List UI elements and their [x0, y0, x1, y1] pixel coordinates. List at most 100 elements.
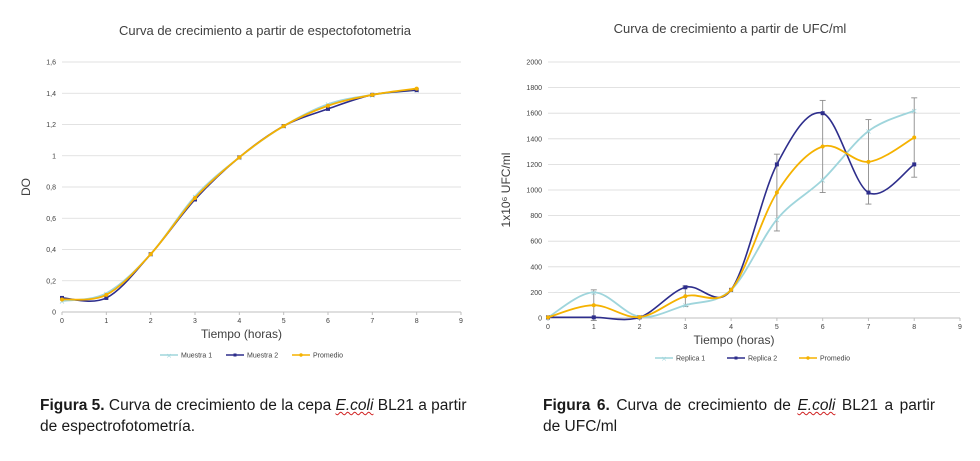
data-point: × — [774, 215, 781, 224]
data-point — [774, 190, 779, 195]
data-point — [866, 190, 871, 195]
figure-5-caption: Figura 5. Curva de crecimiento de la cep… — [40, 395, 480, 437]
chart-title: Curva de crecimiento a partir de UFC/ml — [614, 21, 847, 36]
legend-marker — [299, 353, 303, 357]
data-point — [637, 315, 642, 320]
figure-5-label: Figura 5. — [40, 397, 105, 414]
chart-1: Curva de crecimiento a partir de especto… — [19, 23, 463, 360]
y-tick-label: 600 — [530, 239, 542, 246]
data-point — [60, 297, 64, 302]
data-point — [237, 155, 242, 160]
data-point — [683, 294, 688, 299]
y-tick-label: 200 — [530, 290, 542, 297]
figure-6-caption: Figura 6. Curva de crecimiento de E.coli… — [543, 395, 935, 437]
figure-6-organism: E.coli — [797, 397, 836, 414]
legend-label: Replica 2 — [748, 356, 777, 363]
data-point: × — [682, 301, 689, 310]
x-tick-label: 4 — [729, 324, 733, 331]
data-point — [193, 195, 197, 200]
data-point: × — [865, 127, 872, 136]
series-line-2 — [548, 111, 915, 321]
x-tick-label: 3 — [683, 324, 687, 331]
legend-label: Muestra 2 — [247, 353, 278, 360]
x-tick-label: 3 — [193, 318, 197, 325]
x-tick-label: 0 — [60, 318, 64, 325]
x-tick-label: 6 — [821, 324, 825, 331]
data-point — [148, 252, 153, 257]
data-point — [912, 162, 917, 167]
x-axis-label: Tiempo (horas) — [694, 333, 775, 347]
x-tick-label: 8 — [415, 318, 419, 325]
x-tick-label: 9 — [958, 324, 962, 331]
x-axis-label: Tiempo (horas) — [201, 327, 282, 341]
x-tick-label: 5 — [282, 318, 286, 325]
legend-label: Replica 1 — [676, 356, 705, 363]
x-tick-label: 5 — [775, 324, 779, 331]
data-point — [281, 124, 286, 129]
y-tick-label: 0,4 — [46, 247, 56, 254]
y-axis-label: 1x10⁶ UFC/ml — [499, 153, 513, 228]
data-point — [326, 103, 330, 108]
y-tick-label: 0,8 — [46, 185, 56, 192]
figure-6-text-pre: Curva de crecimiento de — [609, 397, 798, 414]
y-tick-label: 1000 — [526, 188, 542, 195]
data-point — [729, 287, 734, 292]
figure-6-text-post: BL21 a partir de UFC/ml — [543, 397, 936, 435]
data-point — [912, 135, 917, 140]
y-tick-label: 0,6 — [46, 216, 56, 223]
data-point — [370, 92, 375, 97]
y-tick-label: 0 — [538, 316, 542, 323]
data-point — [326, 106, 330, 111]
figure-5-text-pre: Curva de crecimiento de la cepa — [104, 397, 336, 414]
y-tick-label: 800 — [530, 213, 542, 220]
y-tick-label: 1,6 — [46, 60, 56, 67]
y-tick-label: 1800 — [526, 85, 542, 92]
data-point — [683, 285, 688, 290]
data-point: × — [590, 288, 597, 297]
series-line-2 — [61, 89, 417, 302]
x-tick-label: 1 — [592, 324, 596, 331]
data-point — [104, 292, 109, 297]
x-tick-label: 2 — [638, 324, 642, 331]
data-point — [104, 295, 109, 300]
figure-6-label: Figura 6. — [543, 397, 610, 414]
x-tick-label: 2 — [149, 318, 153, 325]
chart-title: Curva de crecimiento a partir de especto… — [119, 23, 412, 38]
legend-label: Promedio — [820, 356, 850, 363]
y-tick-label: 1200 — [526, 162, 542, 169]
chart-2: Curva de crecimiento a partir de UFC/ml 0… — [499, 21, 962, 363]
x-tick-label: 7 — [866, 324, 870, 331]
y-tick-label: 2000 — [526, 60, 542, 67]
x-tick-label: 0 — [546, 324, 550, 331]
legend-marker — [806, 356, 810, 360]
data-point — [820, 144, 825, 149]
legend-marker: × — [661, 355, 667, 363]
y-tick-label: 1,2 — [46, 122, 56, 129]
data-point — [414, 86, 419, 91]
figure-5-text-post: BL21 a partir de espectrofotometría. — [40, 397, 467, 435]
x-tick-label: 8 — [912, 324, 916, 331]
y-tick-label: 1600 — [526, 111, 542, 118]
x-tick-label: 1 — [104, 318, 108, 325]
legend-label: Promedio — [313, 353, 343, 360]
y-tick-label: 0 — [52, 310, 56, 317]
data-point — [820, 111, 825, 116]
y-tick-label: 1 — [52, 153, 56, 160]
x-tick-label: 4 — [237, 318, 241, 325]
y-tick-label: 0,2 — [46, 278, 56, 285]
legend-marker — [233, 353, 237, 357]
data-point — [591, 315, 596, 320]
legend-marker: × — [166, 352, 172, 360]
series-line-3 — [61, 87, 417, 301]
series-line-1 — [61, 89, 417, 302]
x-tick-label: 6 — [326, 318, 330, 325]
data-point — [774, 162, 779, 167]
data-point — [546, 315, 550, 320]
data-point — [591, 303, 596, 308]
legend-marker — [734, 356, 738, 360]
x-tick-label: 7 — [370, 318, 374, 325]
series-line-3 — [547, 136, 915, 319]
data-point — [866, 159, 871, 164]
data-point: × — [911, 107, 918, 116]
